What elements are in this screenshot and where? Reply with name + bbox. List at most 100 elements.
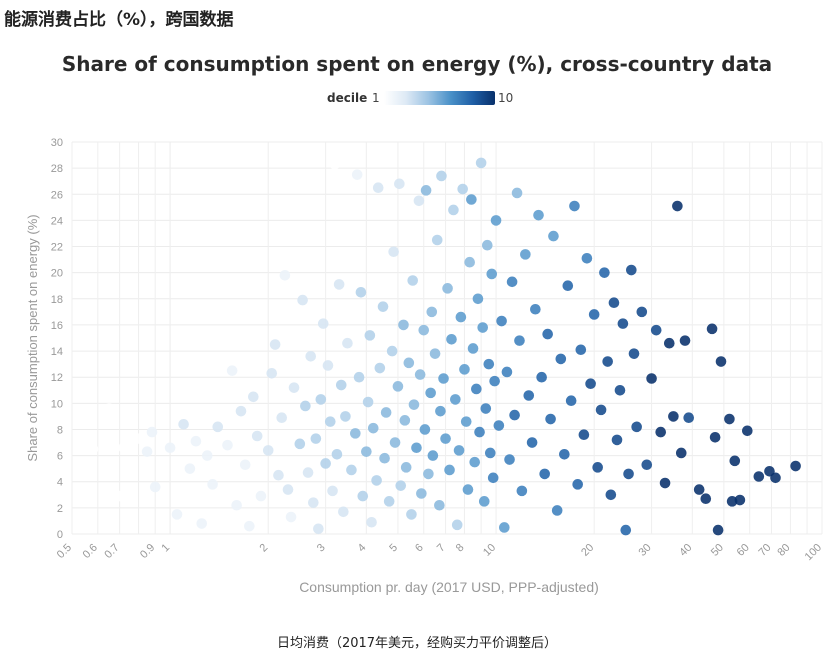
data-point[interactable]	[178, 418, 189, 430]
data-point[interactable]	[753, 471, 765, 482]
data-point[interactable]	[726, 496, 738, 507]
data-point[interactable]	[496, 315, 507, 327]
data-point[interactable]	[226, 365, 238, 376]
data-point[interactable]	[276, 412, 288, 424]
data-point[interactable]	[392, 381, 404, 392]
data-point[interactable]	[262, 445, 274, 456]
data-point[interactable]	[487, 472, 499, 484]
data-point[interactable]	[636, 306, 648, 318]
data-point[interactable]	[742, 425, 753, 437]
data-point[interactable]	[364, 330, 376, 341]
data-point[interactable]	[146, 426, 158, 438]
data-point[interactable]	[353, 371, 365, 383]
data-point[interactable]	[486, 268, 498, 280]
data-point[interactable]	[342, 337, 353, 349]
data-point[interactable]	[367, 422, 379, 434]
data-point[interactable]	[427, 450, 439, 461]
data-point[interactable]	[408, 399, 420, 410]
data-point[interactable]	[480, 403, 492, 414]
data-point[interactable]	[380, 407, 392, 418]
data-point[interactable]	[617, 318, 629, 329]
data-point[interactable]	[157, 520, 169, 532]
data-point[interactable]	[212, 421, 224, 433]
data-point[interactable]	[650, 324, 662, 336]
data-point[interactable]	[190, 435, 202, 447]
data-point[interactable]	[675, 447, 687, 459]
data-point[interactable]	[335, 379, 347, 391]
data-point[interactable]	[440, 433, 451, 444]
data-point[interactable]	[474, 426, 485, 438]
data-point[interactable]	[80, 511, 91, 523]
data-point[interactable]	[706, 323, 718, 335]
data-point[interactable]	[269, 339, 281, 350]
data-point[interactable]	[329, 158, 341, 170]
data-point[interactable]	[379, 452, 390, 464]
data-point[interactable]	[611, 434, 623, 446]
data-point[interactable]	[663, 337, 675, 349]
data-point[interactable]	[533, 209, 544, 221]
data-point[interactable]	[588, 309, 600, 320]
data-point[interactable]	[575, 344, 587, 356]
data-point[interactable]	[355, 286, 367, 298]
data-point[interactable]	[599, 267, 610, 278]
data-point[interactable]	[436, 170, 447, 182]
data-point[interactable]	[526, 437, 538, 448]
data-point[interactable]	[361, 446, 372, 457]
data-point[interactable]	[322, 360, 334, 371]
data-point[interactable]	[724, 413, 735, 425]
data-point[interactable]	[539, 468, 550, 480]
data-point[interactable]	[467, 343, 479, 354]
data-point[interactable]	[581, 252, 593, 264]
data-point[interactable]	[489, 375, 500, 387]
data-point[interactable]	[317, 318, 329, 329]
data-point[interactable]	[679, 335, 691, 346]
data-point[interactable]	[457, 183, 468, 195]
data-point[interactable]	[693, 484, 705, 495]
data-point[interactable]	[542, 328, 553, 340]
data-point[interactable]	[383, 496, 395, 507]
data-point[interactable]	[207, 479, 218, 490]
data-point[interactable]	[411, 442, 422, 454]
data-point[interactable]	[87, 443, 99, 455]
data-point[interactable]	[715, 356, 727, 367]
data-point[interactable]	[282, 484, 294, 495]
data-point[interactable]	[700, 493, 712, 505]
data-point[interactable]	[659, 477, 671, 489]
data-point[interactable]	[655, 426, 667, 438]
data-point[interactable]	[623, 468, 634, 480]
data-point[interactable]	[114, 490, 125, 502]
data-point[interactable]	[418, 324, 430, 336]
data-point[interactable]	[668, 411, 679, 422]
data-point[interactable]	[471, 383, 482, 395]
data-point[interactable]	[118, 442, 129, 454]
data-point[interactable]	[103, 403, 115, 414]
data-point[interactable]	[357, 490, 369, 502]
data-point[interactable]	[672, 200, 683, 212]
data-point[interactable]	[511, 187, 523, 199]
data-point[interactable]	[446, 334, 457, 345]
data-point[interactable]	[351, 169, 363, 180]
data-point[interactable]	[377, 301, 389, 312]
data-point[interactable]	[372, 182, 384, 194]
data-point[interactable]	[709, 432, 721, 443]
data-point[interactable]	[551, 505, 563, 516]
data-point[interactable]	[407, 275, 419, 286]
data-point[interactable]	[231, 499, 242, 511]
data-point[interactable]	[419, 424, 431, 435]
data-point[interactable]	[331, 448, 343, 460]
data-point[interactable]	[712, 524, 724, 536]
data-point[interactable]	[605, 489, 617, 501]
data-point[interactable]	[244, 520, 255, 532]
data-point[interactable]	[294, 438, 306, 450]
data-point[interactable]	[222, 439, 233, 451]
data-point[interactable]	[530, 303, 541, 315]
data-point[interactable]	[310, 433, 322, 444]
data-point[interactable]	[235, 405, 247, 417]
data-point[interactable]	[464, 256, 475, 268]
data-point[interactable]	[414, 369, 426, 380]
data-point[interactable]	[297, 294, 308, 306]
data-point[interactable]	[340, 411, 351, 422]
data-point[interactable]	[141, 446, 153, 457]
data-point[interactable]	[790, 460, 801, 472]
data-point[interactable]	[426, 306, 438, 318]
